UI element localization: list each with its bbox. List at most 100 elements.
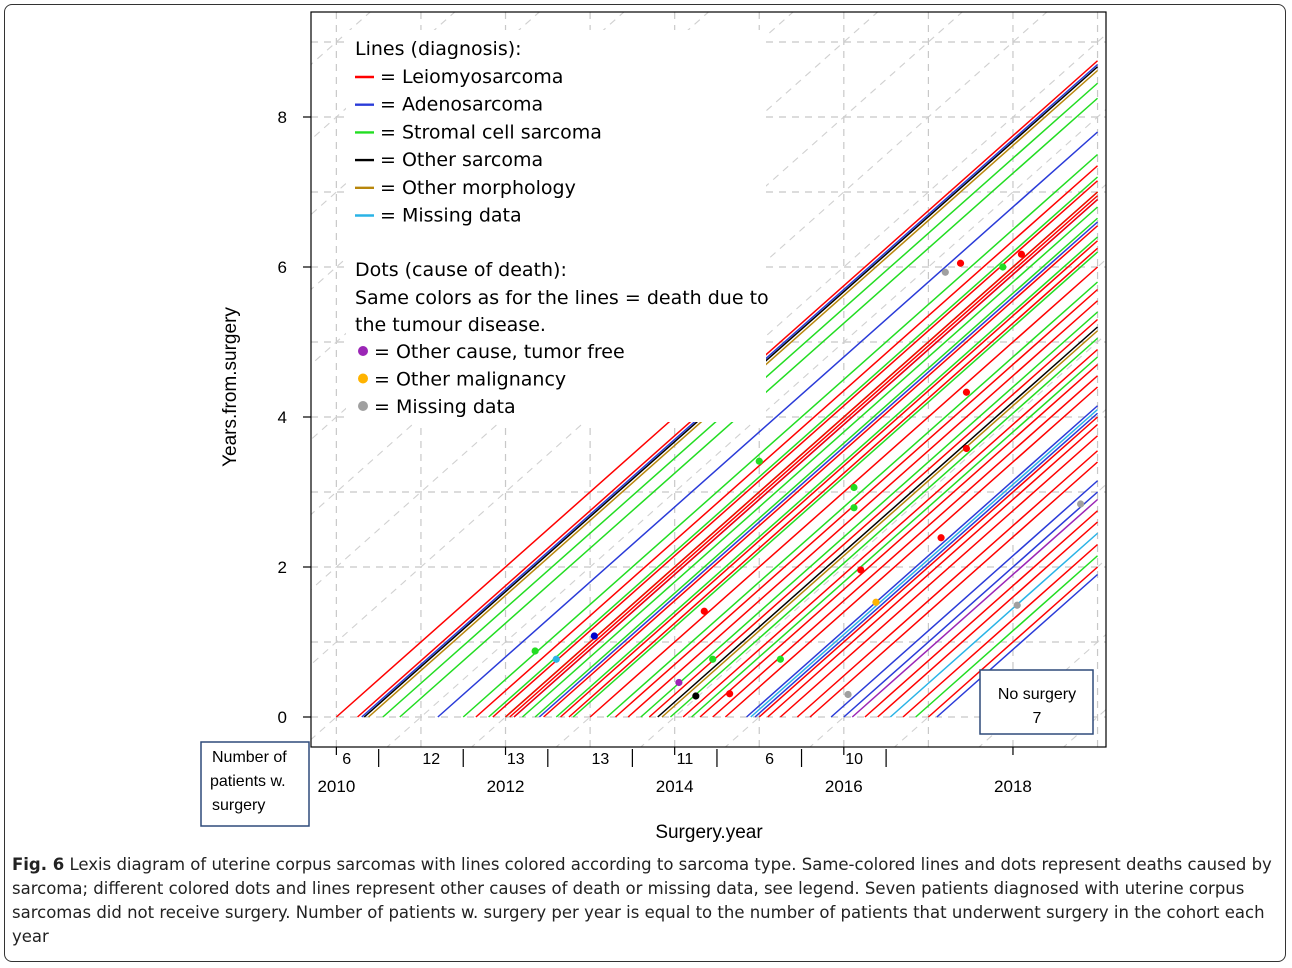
patient-line [475,165,1099,718]
y-tick-label: 0 [278,708,287,727]
death-dot [872,598,880,606]
patient-line [830,480,1099,718]
patient-line [712,375,1099,718]
legend-line-entries: = Leiomyosarcoma = Adenosarcoma = Stromal … [355,66,602,227]
death-dot [552,655,560,663]
death-dot [776,655,784,663]
patient-count-label: 13 [507,751,525,768]
patient-count-label: 6 [765,751,774,768]
death-dot [700,607,708,615]
y-tick-label: 6 [278,258,287,277]
grid-line-diagonal [386,108,1106,747]
patient-line [809,461,1099,718]
death-dot [850,504,858,512]
legend-dot-swatch [358,401,368,411]
x-tick-label: 2016 [825,777,863,796]
patient-line [767,423,1099,718]
patient-line [589,266,1099,718]
death-dot [937,534,945,542]
patient-line [927,566,1099,718]
patient-line [538,221,1099,718]
patient-count-label: 10 [845,751,863,768]
patient-count-label: 12 [422,751,440,768]
legend-lines-title: Lines (diagnosis): [355,38,522,60]
patient-line [648,318,1099,718]
patient-line [902,543,1099,718]
figure-caption-text: Lexis diagram of uterine corpus sarcomas… [12,855,1272,946]
death-dot [844,690,852,699]
legend-dot-label: = Other cause, tumor free [374,341,625,363]
legend-dot-label: = Other malignancy [374,369,566,391]
patient-line [843,491,1099,718]
patient-count-box-line-3: surgery [212,797,265,814]
death-dot [857,566,865,574]
patient-line [335,401,693,718]
patient-count-label: 13 [591,751,609,768]
patient-line [661,330,1099,718]
patient-count-box-border [200,741,310,827]
patient-line [699,363,1099,718]
patient-line [555,236,1099,718]
patient-line [746,405,1099,718]
patient-line [614,288,1099,718]
patient-line [758,416,1099,718]
death-dot [956,259,965,267]
patient-count-labels: 6 12 13 13 11 6 10 [342,749,887,768]
death-dot [962,388,971,396]
death-dot [999,263,1007,271]
death-dots-layer [531,250,1085,700]
patient-count-box: Number of patients w. surgery [200,741,310,827]
patient-line [750,408,1099,718]
grid-line-diagonal [978,633,1106,747]
legend-dot-swatch [358,373,368,384]
patient-line [915,555,1099,718]
patient-line [877,521,1099,718]
grid-line-diagonal [640,333,1106,747]
patient-line [889,532,1099,718]
x-tick-label: 2010 [317,777,355,796]
death-dot [726,690,734,698]
figure-caption: Fig. 6 Lexis diagram of uterine corpus s… [12,853,1276,949]
y-axis-title: Years.from.surgery [220,307,241,467]
patient-line [559,240,1099,718]
legend-line-label: = Stromal cell sarcoma [380,121,602,143]
x-axis-title: Surgery.year [655,822,763,843]
grid-line-diagonal [1098,0,1292,792]
patient-line [534,217,1099,718]
legend-dot-entries: = Other cause, tumor free = Other maligna… [358,341,625,418]
death-dot [675,678,683,687]
death-dot [941,268,949,276]
y-tick-label: 4 [278,408,287,427]
patient-line [779,435,1099,718]
plot-area-border [310,11,1107,748]
patient-line [488,176,1099,718]
legend-line-label: = Adenosarcoma [380,94,543,116]
patient-line [568,247,1099,718]
axis-layer: 2010 2012 2014 2016 2018 0 2 4 6 8 [278,108,1032,796]
patient-count-label: 11 [677,751,694,768]
patient-line [640,311,1099,718]
patient-line [691,356,1099,718]
no-surgery-box: No surgery 7 [979,669,1094,735]
death-dot [590,632,598,640]
x-tick-label: 2018 [994,777,1032,796]
patient-line [851,498,1099,718]
y-tick-label: 8 [278,108,287,127]
patient-line [724,386,1099,718]
legend: Lines (diagnosis): = Leiomyosarcoma = Ade… [346,30,769,422]
legend-dot-label: = Missing data [374,396,516,418]
death-dot [850,483,858,492]
death-dot [962,444,971,453]
patient-line [437,131,1099,718]
patient-line [606,281,1099,718]
patient-line [492,180,1099,718]
death-dot [692,692,700,700]
death-dot [531,647,539,655]
legend-line-label: = Other sarcoma [380,149,543,171]
patient-line [505,191,1099,718]
no-surgery-count: 7 [1033,710,1042,727]
patient-line [657,326,1099,718]
legend-dot-swatch [358,346,368,356]
patient-line [543,225,1099,718]
patient-line [509,195,1099,718]
